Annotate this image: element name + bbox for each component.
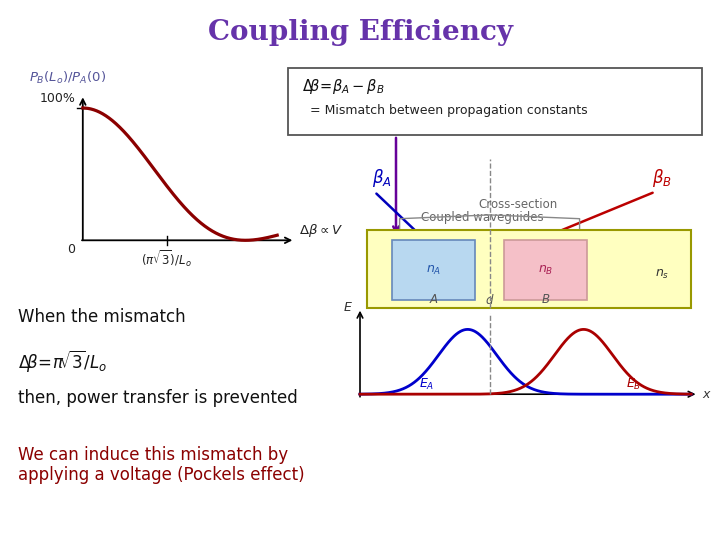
Text: 100%: 100% [40, 92, 76, 105]
Text: $\boldsymbol{\beta_A}$: $\boldsymbol{\beta_A}$ [372, 167, 392, 189]
Text: $E_B$: $E_B$ [626, 376, 641, 392]
Text: $\Delta\beta \propto V$: $\Delta\beta \propto V$ [299, 222, 343, 239]
Text: then, power transfer is prevented: then, power transfer is prevented [18, 389, 298, 407]
Text: $n_B$: $n_B$ [538, 264, 553, 276]
Text: Cross-section: Cross-section [479, 198, 558, 211]
Text: $\Delta\!\beta\!=\!\boldsymbol{\beta_A}-\boldsymbol{\beta_B}$: $\Delta\!\beta\!=\!\boldsymbol{\beta_A}-… [302, 77, 385, 96]
Text: Coupling Efficiency: Coupling Efficiency [207, 19, 513, 46]
Text: $\boldsymbol{\beta_B}$: $\boldsymbol{\beta_B}$ [652, 167, 672, 189]
Text: $A$: $A$ [429, 293, 438, 306]
Text: We can induce this mismatch by
applying a voltage (Pockels effect): We can induce this mismatch by applying … [18, 446, 305, 484]
Text: Coupled waveguides: Coupled waveguides [421, 211, 544, 224]
Text: $\Delta\!\beta\!=\!\pi\!\sqrt{3}/L_o$: $\Delta\!\beta\!=\!\pi\!\sqrt{3}/L_o$ [18, 348, 107, 374]
Text: $d$: $d$ [485, 293, 495, 307]
Text: $(\pi\sqrt{3})/L_o$: $(\pi\sqrt{3})/L_o$ [141, 248, 192, 269]
Bar [392, 240, 475, 300]
Text: $B$: $B$ [541, 293, 550, 306]
Text: 0: 0 [68, 243, 76, 256]
Text: = Mismatch between propagation constants: = Mismatch between propagation constants [310, 104, 588, 117]
Text: $E$: $E$ [343, 301, 353, 314]
Text: $E_A$: $E_A$ [418, 376, 434, 392]
Text: $P_B(L_o)/P_A(0)$: $P_B(L_o)/P_A(0)$ [29, 70, 106, 86]
Text: $n_A$: $n_A$ [426, 264, 441, 276]
Text: $x$: $x$ [702, 388, 712, 401]
Text: $n_s$: $n_s$ [655, 267, 670, 281]
FancyBboxPatch shape [288, 68, 702, 135]
Bar [367, 230, 691, 308]
Text: When the mismatch: When the mismatch [18, 308, 186, 326]
Bar [504, 240, 587, 300]
